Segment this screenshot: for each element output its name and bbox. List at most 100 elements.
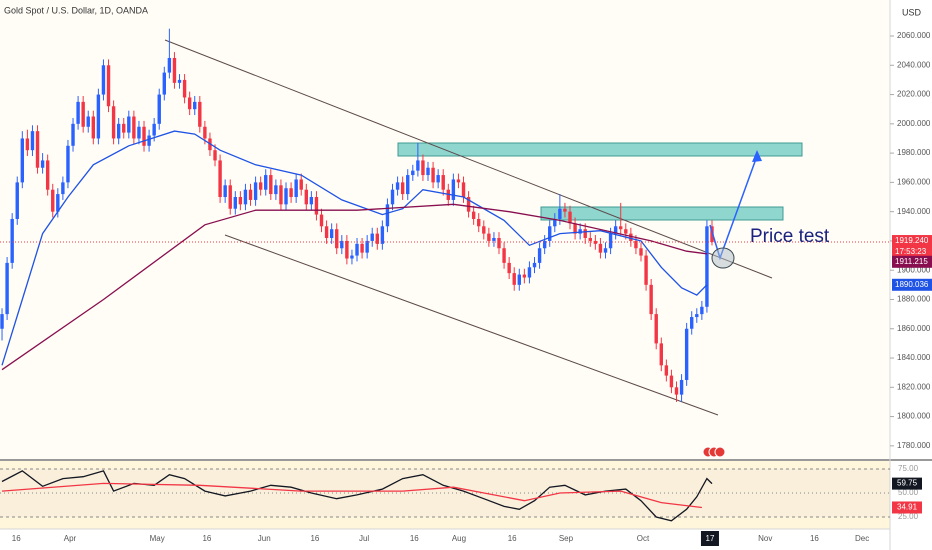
candle-body — [319, 214, 324, 227]
candle-body — [101, 65, 106, 95]
candle-body — [45, 160, 50, 190]
candle-body — [456, 179, 461, 183]
x-tick-label: May — [150, 534, 165, 543]
candle-body — [644, 255, 648, 285]
candle-body — [253, 182, 258, 200]
candle-body — [289, 188, 293, 198]
candle-body — [512, 273, 516, 285]
annotation: Price test — [750, 226, 830, 247]
y-tick-label: 1780.000 — [897, 441, 931, 450]
line-series — [1, 203, 707, 371]
x-tick-label: 16 — [12, 534, 21, 543]
candle-body — [613, 226, 618, 234]
candle-body — [142, 126, 146, 146]
candle-body — [20, 138, 25, 183]
candle-body — [593, 240, 598, 244]
current-date-box — [700, 531, 719, 546]
y-tick-label: 2000.000 — [897, 119, 931, 128]
candle-body — [309, 197, 314, 205]
candle-body — [690, 317, 694, 329]
candle-body — [127, 116, 131, 133]
candle-body — [269, 175, 273, 195]
candle-body — [548, 226, 552, 241]
x-tick-label: Sep — [559, 534, 574, 543]
candle-body — [553, 218, 557, 227]
candle-body — [441, 175, 445, 190]
y-tick-label: 1840.000 — [897, 353, 931, 362]
x-tick-label: Jun — [258, 534, 271, 543]
candle-body — [664, 365, 669, 376]
candle-body — [669, 375, 674, 388]
symbol-title: Gold Spot / U.S. Dollar, 1D, OANDA — [4, 5, 148, 15]
zones — [164, 39, 803, 416]
candle-body — [284, 188, 288, 205]
candle-body — [578, 229, 582, 234]
currency: USD — [902, 7, 922, 17]
candle-body — [243, 189, 248, 205]
y-tick-label: 25.00 — [898, 512, 919, 521]
candle-body — [137, 126, 141, 139]
candle-body — [51, 189, 55, 212]
candle-body — [634, 240, 638, 249]
y-tick-label: 1800.000 — [897, 412, 931, 421]
last-price-label: 1919.240 — [895, 236, 929, 245]
x-tick-label: 16 — [310, 534, 319, 543]
candle-body — [162, 72, 167, 95]
candle-body — [624, 229, 628, 234]
candle-body — [598, 243, 603, 253]
candle-body — [187, 97, 192, 110]
candle-body — [264, 175, 268, 190]
candle-body — [147, 135, 151, 146]
candle-body — [471, 211, 476, 219]
x-tick-label: 16 — [508, 534, 517, 543]
candle-body — [705, 226, 709, 307]
x-tick-label: Oct — [637, 534, 650, 543]
candle-body — [461, 182, 466, 198]
y-tick-label: 1880.000 — [897, 295, 931, 304]
candle-body — [406, 175, 410, 195]
y-tick-label: 1820.000 — [897, 382, 931, 391]
y-tick-label: 50.00 — [898, 488, 919, 497]
candle-body — [385, 204, 390, 227]
resistance-zone — [397, 142, 803, 157]
candle-body — [649, 284, 653, 315]
candle-body — [182, 79, 187, 98]
candle-body — [279, 185, 283, 205]
candle-body — [411, 170, 415, 176]
countdown: 17:53:23 — [895, 247, 927, 256]
candle-body — [695, 314, 699, 318]
candle-body — [477, 218, 481, 227]
candle-body — [177, 79, 182, 83]
candle-body — [608, 233, 613, 249]
candle-body — [0, 314, 4, 329]
candle-body — [314, 197, 319, 215]
y-tick-label: 2060.000 — [897, 31, 931, 40]
candle-body — [355, 243, 359, 256]
candle-body — [390, 189, 395, 205]
candle-body — [91, 116, 96, 139]
x-tick-label: 16 — [202, 534, 211, 543]
channel-upper — [164, 39, 773, 279]
x-tick-label: 16 — [410, 534, 419, 543]
candle-body — [30, 131, 35, 151]
candle-body — [563, 208, 567, 212]
candle-body — [659, 343, 663, 366]
candle-body — [482, 226, 486, 234]
rsi-value-box — [892, 477, 922, 490]
candle-body — [558, 208, 562, 219]
arrow-head — [752, 150, 762, 162]
y-tick-label: 2040.000 — [897, 60, 931, 69]
candle-body — [56, 194, 60, 212]
candle-body — [25, 138, 30, 151]
candle-body — [416, 160, 420, 171]
candle-body — [380, 226, 385, 244]
ma-value-label: 1890.036 — [895, 280, 929, 289]
candle-body — [537, 248, 542, 263]
candle-body — [40, 160, 45, 168]
x-tick-label: 16 — [810, 534, 819, 543]
candle-body — [400, 182, 405, 195]
event-flag — [714, 446, 726, 458]
candle-body — [304, 189, 309, 205]
candle-body — [619, 226, 623, 230]
